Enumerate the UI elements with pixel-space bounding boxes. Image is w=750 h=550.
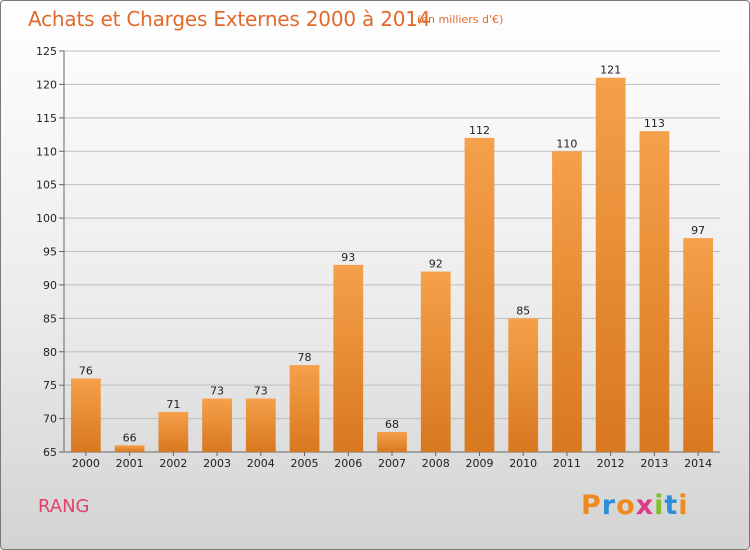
chart-title: Achats et Charges Externes 2000 à 2014 xyxy=(28,7,431,31)
bar-2009[interactable] xyxy=(464,137,495,452)
y-tick-label: 115 xyxy=(36,112,57,125)
bar-value-label: 73 xyxy=(254,385,268,398)
bar-value-label: 113 xyxy=(644,117,665,130)
bar-value-label: 97 xyxy=(691,224,705,237)
bar-2014[interactable] xyxy=(683,238,714,452)
x-tick-label: 2003 xyxy=(203,457,231,470)
bar-2001[interactable] xyxy=(114,445,145,452)
commune-name: RANG xyxy=(38,496,90,517)
bars xyxy=(70,77,714,452)
x-tick-label: 2010 xyxy=(509,457,537,470)
y-tick-label: 75 xyxy=(43,379,57,392)
bar-2002[interactable] xyxy=(158,411,189,452)
bar-value-label: 78 xyxy=(298,351,312,364)
labels: 65 70 75 80 85 90 95 100 105 110 115 120 125 76 2000 66… xyxy=(36,45,712,470)
x-tick-label: 2009 xyxy=(465,457,493,470)
y-tick-label: 120 xyxy=(36,78,57,91)
x-tick-label: 2011 xyxy=(553,457,581,470)
x-tick-label: 2005 xyxy=(291,457,319,470)
bar-value-label: 76 xyxy=(79,364,93,377)
proxiti-logo[interactable]: Proxiti xyxy=(581,490,689,521)
bar-2006[interactable] xyxy=(333,264,364,452)
bar-2000[interactable] xyxy=(70,378,101,452)
y-tick-label: 105 xyxy=(36,179,57,192)
x-tick-label: 2007 xyxy=(378,457,406,470)
y-tick-label: 80 xyxy=(43,346,57,359)
x-tick-label: 2012 xyxy=(597,457,625,470)
y-tick-label: 100 xyxy=(36,212,57,225)
bar-2007[interactable] xyxy=(377,431,407,452)
bar-2010[interactable] xyxy=(508,318,539,452)
x-tick-label: 2004 xyxy=(247,457,275,470)
bar-2013[interactable] xyxy=(639,131,670,452)
y-tick-label: 125 xyxy=(36,45,57,58)
bar-value-label: 110 xyxy=(556,137,577,150)
x-tick-label: 2013 xyxy=(640,457,668,470)
bar-value-label: 73 xyxy=(210,385,224,398)
bar-value-label: 112 xyxy=(469,124,490,137)
x-tick-label: 2001 xyxy=(116,457,144,470)
bar-2012[interactable] xyxy=(595,77,626,452)
y-tick-label: 70 xyxy=(43,413,57,426)
bar-2003[interactable] xyxy=(202,398,232,452)
chart-subtitle: (en milliers d'€) xyxy=(417,13,504,26)
bar-value-label: 93 xyxy=(341,251,355,264)
bar-value-label: 71 xyxy=(166,398,180,411)
y-tick-label: 110 xyxy=(36,145,57,158)
x-tick-label: 2000 xyxy=(72,457,100,470)
bar-2005[interactable] xyxy=(289,365,320,452)
bar-value-label: 92 xyxy=(429,258,443,271)
x-tick-label: 2014 xyxy=(684,457,712,470)
bar-2011[interactable] xyxy=(552,151,582,452)
bar-value-label: 121 xyxy=(600,64,621,77)
x-tick-label: 2008 xyxy=(422,457,450,470)
x-tick-label: 2002 xyxy=(159,457,187,470)
y-tick-label: 95 xyxy=(43,246,57,259)
bar-2008[interactable] xyxy=(420,271,451,452)
bar-value-label: 85 xyxy=(516,304,530,317)
bar-value-label: 68 xyxy=(385,418,399,431)
bar-2004[interactable] xyxy=(245,398,276,452)
y-tick-label: 90 xyxy=(43,279,57,292)
x-tick-label: 2006 xyxy=(334,457,362,470)
bar-value-label: 66 xyxy=(123,431,137,444)
y-tick-label: 65 xyxy=(43,446,57,459)
y-tick-label: 85 xyxy=(43,312,57,325)
